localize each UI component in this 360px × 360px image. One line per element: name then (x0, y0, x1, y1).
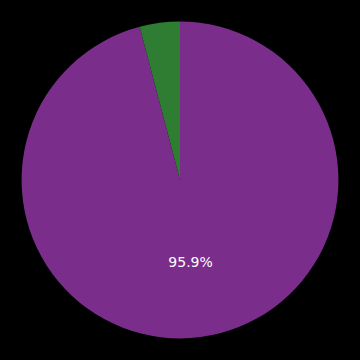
svg-text:95.9%: 95.9% (168, 254, 212, 270)
